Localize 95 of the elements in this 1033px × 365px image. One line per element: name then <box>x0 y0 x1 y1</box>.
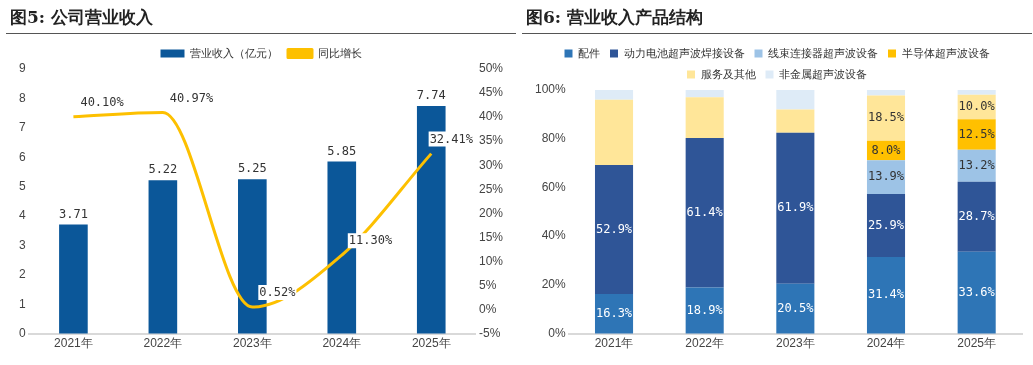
bar <box>776 283 815 334</box>
bar <box>685 97 724 138</box>
data-label: 18.5% <box>867 110 905 125</box>
y-tick-label: 40% <box>541 228 567 243</box>
bar <box>685 90 724 98</box>
y-tick-label: 7 <box>18 120 26 135</box>
legend-label: 服务及其他 <box>700 67 756 80</box>
y2-tick-label: 40% <box>478 109 504 124</box>
data-label: 28.7% <box>958 208 996 223</box>
x-tick-label: 2023年 <box>232 336 272 351</box>
data-label: 5.25 <box>237 161 267 176</box>
legend-label: 营业收入（亿元） <box>190 46 278 59</box>
bar <box>866 95 906 141</box>
x-tick-label: 2025年 <box>411 336 451 351</box>
x-tick-label: 2021年 <box>594 336 634 351</box>
y-tick-label: 20% <box>541 277 567 292</box>
y-tick-label: 0% <box>548 325 567 340</box>
legend-label: 配件 <box>578 46 600 59</box>
legend-label: 非金属超声波设备 <box>779 67 867 80</box>
data-label: 40.10% <box>80 94 125 109</box>
bar <box>594 99 634 166</box>
y-tick-label: 100% <box>534 82 567 97</box>
x-tick-label: 2023年 <box>775 336 815 351</box>
x-tick-label: 2022年 <box>685 336 725 351</box>
bar <box>957 181 996 252</box>
data-label: 25.9% <box>867 217 905 232</box>
y-tick-label: 0 <box>18 325 26 340</box>
data-label: 8.0% <box>871 142 902 157</box>
data-label: 12.5% <box>958 126 996 141</box>
bar <box>957 251 996 334</box>
y-tick-label: 5 <box>18 178 26 193</box>
data-label: 32.41% <box>429 131 474 146</box>
y2-tick-label: -5% <box>478 325 501 340</box>
data-label: 13.9% <box>867 169 905 184</box>
bar <box>866 194 906 258</box>
data-label: 31.4% <box>867 287 905 302</box>
y2-tick-label: 35% <box>478 133 504 148</box>
y2-tick-label: 5% <box>478 277 497 292</box>
bar <box>776 90 815 110</box>
y2-tick-label: 10% <box>478 253 504 268</box>
y2-tick-label: 30% <box>478 157 504 172</box>
data-label: 13.2% <box>958 157 996 172</box>
y-tick-label: 2 <box>18 267 26 282</box>
y2-tick-label: 0% <box>478 301 497 316</box>
bar <box>866 257 906 334</box>
bar <box>685 287 724 334</box>
bar <box>776 132 815 284</box>
data-label: 18.9% <box>686 302 724 317</box>
data-label: 3.71 <box>58 206 88 221</box>
x-tick-label: 2021年 <box>54 336 93 351</box>
bar <box>594 90 634 100</box>
y-tick-label: 3 <box>18 237 26 252</box>
data-label: 61.9% <box>777 200 815 215</box>
chart-title: 图5: 公司营业收入 <box>6 4 516 34</box>
bar <box>594 165 634 294</box>
bar <box>594 293 634 334</box>
y-tick-label: 6 <box>18 149 26 164</box>
bar <box>957 90 996 95</box>
x-tick-label: 2025年 <box>957 336 997 351</box>
y2-tick-label: 15% <box>478 229 504 244</box>
data-label: 52.9% <box>595 221 633 236</box>
y-tick-label: 9 <box>18 61 26 76</box>
bar <box>776 109 815 133</box>
data-label: 5.85 <box>327 143 357 158</box>
y-tick-label: 80% <box>541 131 567 146</box>
bar <box>148 180 178 334</box>
data-label: 10.0% <box>958 99 996 114</box>
chart-title: 图6: 营业收入产品结构 <box>522 4 1032 34</box>
x-tick-label: 2024年 <box>322 336 362 351</box>
legend-label: 动力电池超声波焊接设备 <box>623 46 745 59</box>
data-label: 40.97% <box>169 90 214 105</box>
x-tick-label: 2024年 <box>866 336 906 351</box>
bar <box>685 137 724 288</box>
data-label: 7.74 <box>416 88 446 103</box>
y2-tick-label: 20% <box>478 205 504 220</box>
legend-label: 半导体超声波设备 <box>901 46 990 59</box>
data-label: 33.6% <box>958 284 996 299</box>
bar <box>59 224 88 334</box>
data-label: 0.52% <box>259 285 297 300</box>
x-tick-label: 2022年 <box>143 336 183 351</box>
legend-label: 同比增长 <box>317 46 362 59</box>
y2-tick-label: 45% <box>478 85 504 100</box>
y2-tick-label: 25% <box>478 181 504 196</box>
data-label: 5.22 <box>148 162 178 177</box>
y-tick-label: 1 <box>18 296 26 311</box>
bar <box>866 90 906 96</box>
data-label: 61.4% <box>686 204 724 219</box>
y-tick-label: 60% <box>541 179 567 194</box>
y-tick-label: 4 <box>18 208 26 223</box>
data-label: 11.30% <box>348 233 393 248</box>
legend-label: 线束连接器超声波设备 <box>768 46 878 59</box>
data-label: 16.3% <box>595 305 633 320</box>
data-label: 20.5% <box>777 300 815 315</box>
y-tick-label: 8 <box>18 90 26 105</box>
y2-tick-label: 50% <box>478 61 504 76</box>
